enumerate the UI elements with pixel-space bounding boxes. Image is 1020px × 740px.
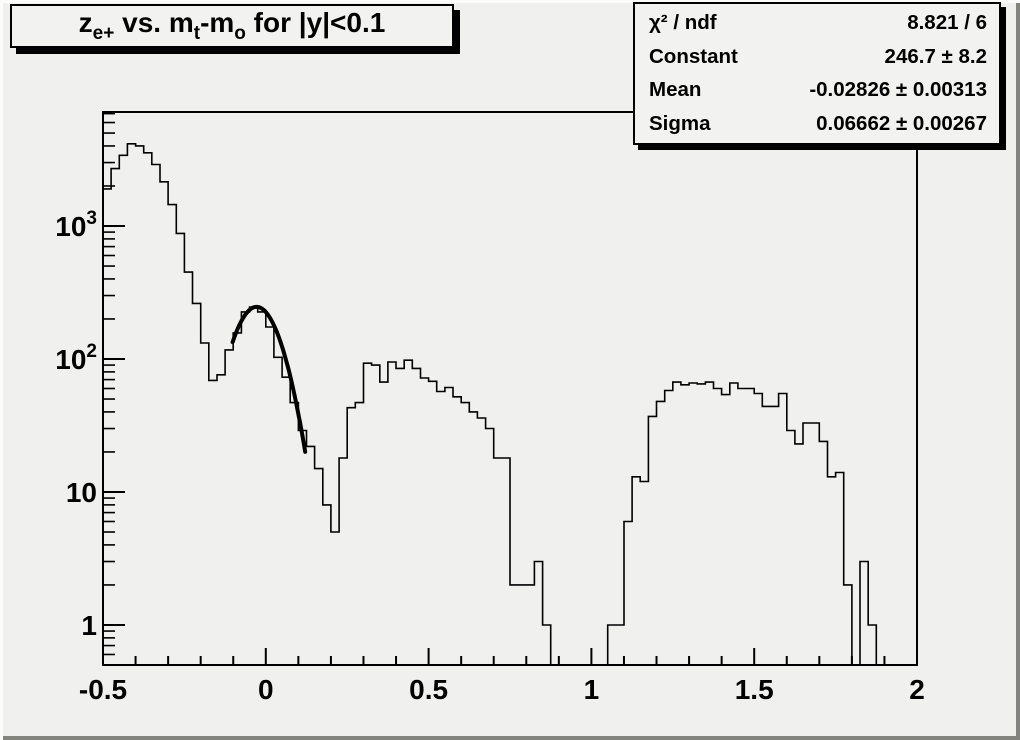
gaussian-fit-curve [230, 304, 308, 454]
title-subscript: t [193, 23, 201, 44]
x-tick-label: 0 [258, 674, 274, 705]
x-tick-label: 1 [584, 674, 600, 705]
title-box: ze+ vs. mt-mo for |y|<0.1 [10, 4, 454, 48]
title-text: ze+ vs. mt-mo for |y|<0.1 [79, 7, 386, 45]
plot-frame [102, 111, 918, 666]
stat-label-chi2: χ² / ndf [649, 10, 717, 34]
stat-value-chi2: 8.821 / 6 [907, 10, 987, 34]
stat-label-sigma: Sigma [649, 112, 711, 136]
y-tick-label: 103 [55, 208, 97, 242]
stat-row-constant: Constant 246.7 ± 8.2 [649, 40, 987, 74]
title-subscript: o [234, 23, 246, 44]
title-subscript: e+ [92, 23, 115, 44]
stat-row-mean: Mean -0.02826 ± 0.00313 [649, 74, 987, 108]
y-tick-label: 102 [55, 341, 97, 375]
y-tick-label: 1 [81, 610, 97, 641]
stat-value-sigma: 0.06662 ± 0.00267 [816, 112, 987, 136]
stat-value-mean: -0.02826 ± 0.00313 [809, 78, 987, 102]
stat-label-mean: Mean [649, 78, 702, 102]
x-tick-label: 1.5 [735, 674, 774, 705]
title-segment: for |y|<0.1 [245, 7, 386, 38]
stat-row-sigma: Sigma 0.06662 ± 0.00267 [649, 107, 987, 141]
title-segment: vs. m [114, 7, 194, 38]
y-tick-label: 10 [66, 477, 97, 508]
stat-row-chi2: χ² / ndf 8.821 / 6 [649, 6, 987, 40]
x-tick-label: 0.5 [409, 674, 448, 705]
x-tick-label: 2 [909, 674, 925, 705]
stats-box: χ² / ndf 8.821 / 6 Constant 246.7 ± 8.2 … [633, 2, 1001, 145]
title-segment: -m [200, 7, 235, 38]
title-segment: z [78, 7, 93, 38]
histogram-line [103, 143, 917, 666]
stat-label-constant: Constant [649, 44, 738, 68]
x-tick-label: -0.5 [79, 674, 127, 705]
stat-value-constant: 246.7 ± 8.2 [884, 44, 987, 68]
